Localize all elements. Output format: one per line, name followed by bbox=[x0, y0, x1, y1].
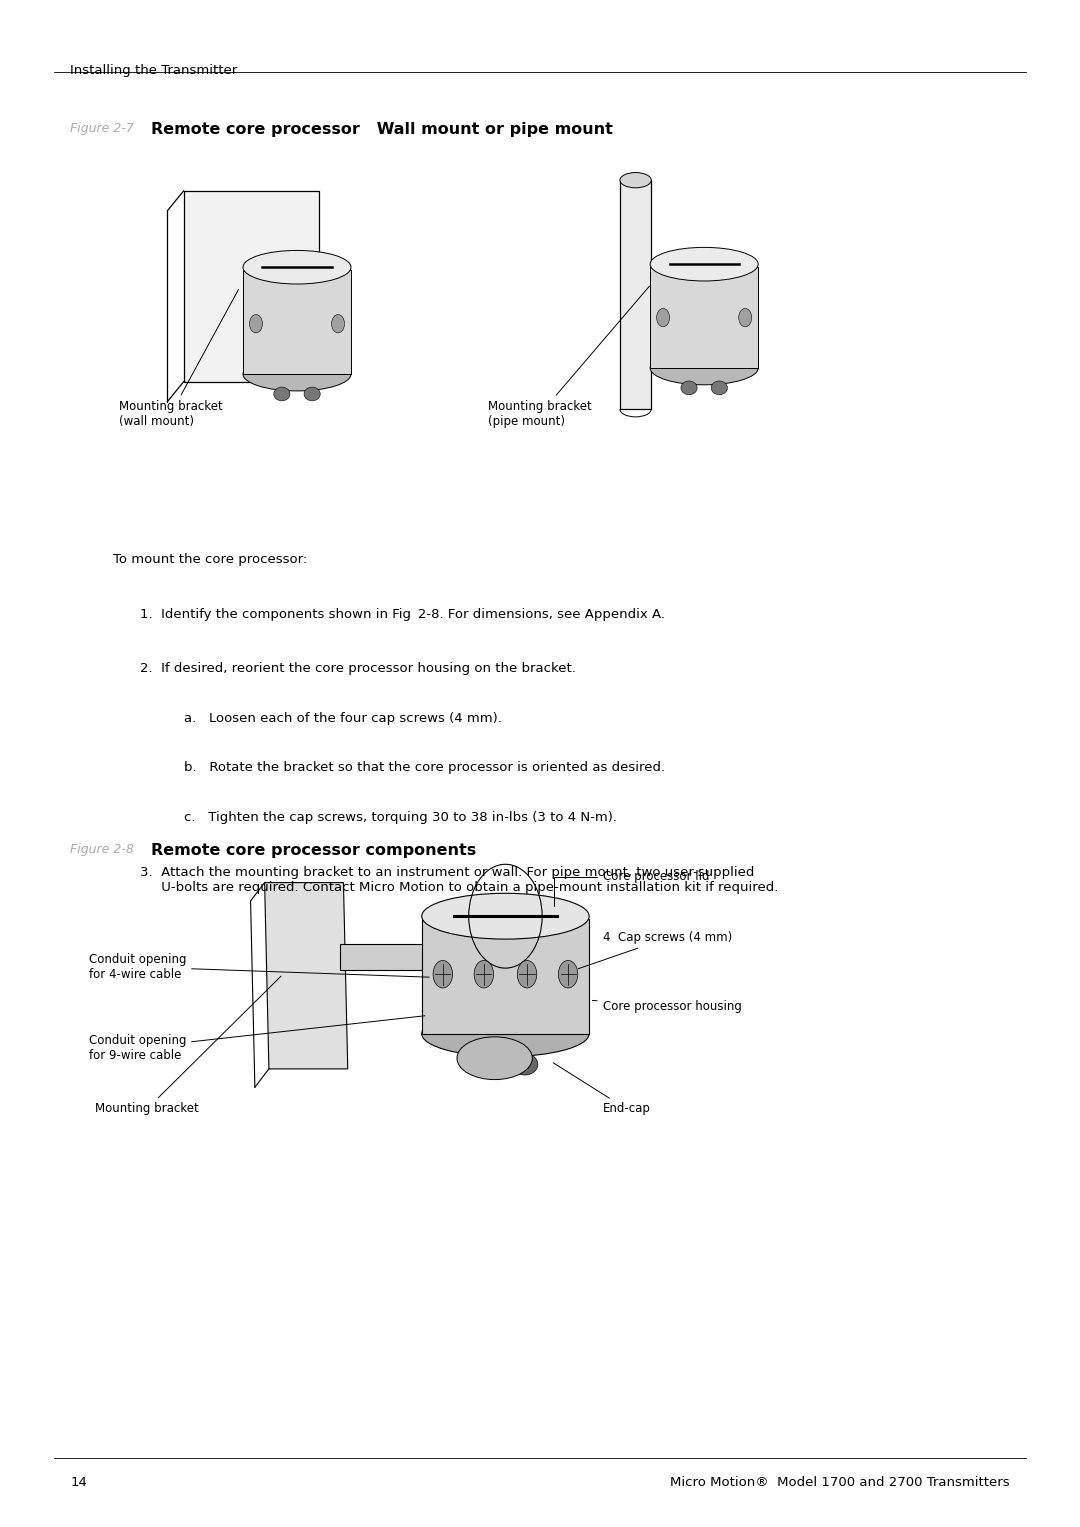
Ellipse shape bbox=[243, 250, 351, 284]
Ellipse shape bbox=[421, 1011, 590, 1057]
Text: Conduit opening
for 9-wire cable: Conduit opening for 9-wire cable bbox=[89, 1015, 424, 1061]
Text: Installing the Transmitter: Installing the Transmitter bbox=[70, 64, 238, 78]
Polygon shape bbox=[620, 180, 651, 409]
Circle shape bbox=[332, 315, 345, 333]
Text: Mounting bracket
(pipe mount): Mounting bracket (pipe mount) bbox=[488, 286, 649, 428]
Text: 3.  Attach the mounting bracket to an instrument or wall. For pipe mount, two us: 3. Attach the mounting bracket to an ins… bbox=[140, 866, 779, 895]
Text: a.   Loosen each of the four cap screws (4 mm).: a. Loosen each of the four cap screws (4… bbox=[184, 712, 501, 725]
Text: Mounting bracket: Mounting bracket bbox=[95, 976, 281, 1116]
Text: 2.  If desired, reorient the core processor housing on the bracket.: 2. If desired, reorient the core process… bbox=[140, 661, 577, 675]
Bar bbox=[421, 919, 590, 1034]
Text: b.   Rotate the bracket so that the core processor is oriented as desired.: b. Rotate the bracket so that the core p… bbox=[184, 760, 664, 774]
Text: Core processor housing: Core processor housing bbox=[593, 1000, 742, 1014]
Text: Core processor lid: Core processor lid bbox=[554, 870, 710, 906]
Ellipse shape bbox=[680, 380, 698, 394]
Bar bbox=[243, 270, 351, 374]
Text: Remote core processor components: Remote core processor components bbox=[151, 843, 476, 858]
Polygon shape bbox=[340, 944, 464, 970]
Ellipse shape bbox=[512, 1054, 538, 1075]
Circle shape bbox=[433, 960, 453, 988]
Ellipse shape bbox=[305, 388, 321, 402]
Text: Micro Motion®  Model 1700 and 2700 Transmitters: Micro Motion® Model 1700 and 2700 Transm… bbox=[671, 1475, 1010, 1489]
Ellipse shape bbox=[473, 1054, 499, 1075]
Ellipse shape bbox=[421, 893, 590, 939]
Ellipse shape bbox=[457, 1037, 532, 1080]
Ellipse shape bbox=[650, 351, 758, 385]
Polygon shape bbox=[259, 266, 346, 287]
Circle shape bbox=[739, 308, 752, 327]
Ellipse shape bbox=[274, 388, 289, 402]
Ellipse shape bbox=[650, 247, 758, 281]
Ellipse shape bbox=[712, 380, 728, 394]
Text: Conduit opening
for 4-wire cable: Conduit opening for 4-wire cable bbox=[89, 953, 429, 980]
Circle shape bbox=[558, 960, 578, 988]
Text: 14: 14 bbox=[70, 1475, 87, 1489]
Text: Remote core processor   Wall mount or pipe mount: Remote core processor Wall mount or pipe… bbox=[151, 122, 613, 137]
Polygon shape bbox=[184, 191, 319, 382]
Text: Figure 2-7: Figure 2-7 bbox=[70, 122, 134, 136]
Polygon shape bbox=[265, 883, 348, 1069]
Circle shape bbox=[249, 315, 262, 333]
Text: 4  Cap screws (4 mm): 4 Cap screws (4 mm) bbox=[578, 931, 732, 968]
Text: c.   Tighten the cap screws, torquing 30 to 38 in-lbs (3 to 4 N-m).: c. Tighten the cap screws, torquing 30 t… bbox=[184, 811, 617, 825]
Text: End-cap: End-cap bbox=[553, 1063, 650, 1116]
Bar bbox=[650, 267, 758, 368]
Text: Figure 2-8: Figure 2-8 bbox=[70, 843, 134, 857]
Circle shape bbox=[517, 960, 537, 988]
Text: To mount the core processor:: To mount the core processor: bbox=[113, 553, 308, 567]
Text: 1.  Identify the components shown in Fig  2-8. For dimensions, see Appendix A.: 1. Identify the components shown in Fig … bbox=[140, 608, 665, 621]
Ellipse shape bbox=[620, 173, 651, 188]
Ellipse shape bbox=[243, 357, 351, 391]
Circle shape bbox=[657, 308, 670, 327]
Text: Mounting bracket
(wall mount): Mounting bracket (wall mount) bbox=[119, 290, 239, 428]
Polygon shape bbox=[651, 263, 740, 284]
Circle shape bbox=[474, 960, 494, 988]
